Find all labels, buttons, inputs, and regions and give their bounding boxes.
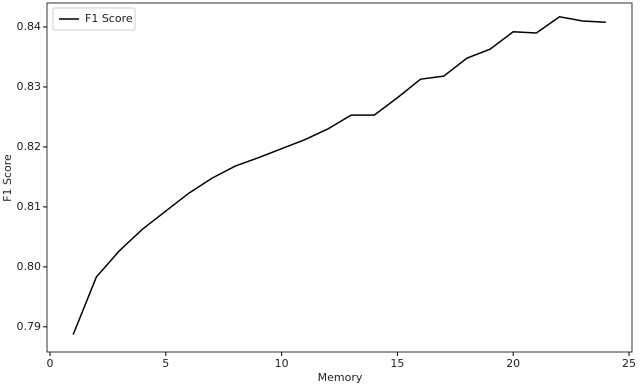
- x-tick-label: 10: [275, 357, 289, 370]
- line-series: [72, 15, 606, 335]
- x-tick-label: 15: [390, 357, 404, 370]
- x-axis-label: Memory: [318, 371, 363, 384]
- plot-frame: [46, 2, 633, 353]
- y-tick-label: 0.83: [17, 80, 42, 93]
- x-tick-label: 20: [506, 357, 520, 370]
- y-tick-label: 0.82: [17, 140, 42, 153]
- legend-label: F1 Score: [85, 12, 133, 25]
- y-tick-label: 0.81: [17, 200, 42, 213]
- y-tick-label: 0.84: [17, 20, 42, 33]
- x-tick-label: 5: [162, 357, 169, 370]
- x-tick-label: 0: [47, 357, 54, 370]
- y-tick-label: 0.80: [17, 260, 42, 273]
- x-tick-label: 25: [622, 357, 636, 370]
- y-tick-label: 0.79: [17, 320, 42, 333]
- y-axis-label: F1 Score: [1, 154, 14, 202]
- legend-box: [52, 7, 136, 31]
